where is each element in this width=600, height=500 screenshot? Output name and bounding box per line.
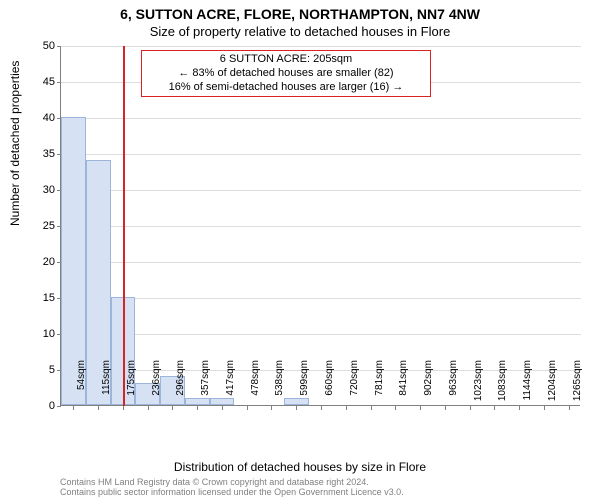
ytick-label: 40: [25, 112, 55, 124]
chart-subtitle: Size of property relative to detached ho…: [0, 24, 600, 39]
gridline: [61, 262, 581, 263]
xtick-mark: [371, 406, 372, 410]
xtick-mark: [148, 406, 149, 410]
annotation-line: 6 SUTTON ACRE: 205sqm: [148, 53, 424, 67]
x-axis-label: Distribution of detached houses by size …: [0, 460, 600, 474]
plot-region: 0510152025303540455054sqm115sqm175sqm236…: [60, 46, 580, 406]
xtick-mark: [247, 406, 248, 410]
xtick-mark: [470, 406, 471, 410]
ytick-label: 20: [25, 256, 55, 268]
xtick-label: 841sqm: [398, 360, 409, 410]
xtick-mark: [197, 406, 198, 410]
xtick-mark: [222, 406, 223, 410]
footer-line1: Contains HM Land Registry data © Crown c…: [60, 477, 369, 487]
gridline: [61, 190, 581, 191]
gridline: [61, 334, 581, 335]
footer-attribution: Contains HM Land Registry data © Crown c…: [60, 478, 404, 498]
xtick-mark: [346, 406, 347, 410]
xtick-mark: [420, 406, 421, 410]
ytick-label: 45: [25, 76, 55, 88]
xtick-mark: [321, 406, 322, 410]
ytick-label: 30: [25, 184, 55, 196]
xtick-mark: [395, 406, 396, 410]
ytick-label: 0: [25, 400, 55, 412]
xtick-label: 781sqm: [374, 360, 385, 410]
xtick-label: 720sqm: [349, 360, 360, 410]
gridline: [61, 118, 581, 119]
annotation-line: ← 83% of detached houses are smaller (82…: [148, 67, 424, 81]
gridline: [61, 298, 581, 299]
xtick-mark: [569, 406, 570, 410]
xtick-mark: [123, 406, 124, 410]
ytick-label: 10: [25, 328, 55, 340]
xtick-label: 660sqm: [324, 360, 335, 410]
chart-area: 0510152025303540455054sqm115sqm175sqm236…: [60, 46, 580, 406]
chart-title: 6, SUTTON ACRE, FLORE, NORTHAMPTON, NN7 …: [0, 6, 600, 22]
xtick-mark: [98, 406, 99, 410]
xtick-label: 1204sqm: [547, 360, 558, 410]
xtick-label: 1023sqm: [473, 360, 484, 410]
gridline: [61, 226, 581, 227]
xtick-mark: [73, 406, 74, 410]
ytick-label: 25: [25, 220, 55, 232]
xtick-label: 1144sqm: [522, 360, 533, 410]
annotation-box: 6 SUTTON ACRE: 205sqm← 83% of detached h…: [141, 50, 431, 97]
ytick-label: 15: [25, 292, 55, 304]
gridline: [61, 46, 581, 47]
xtick-mark: [494, 406, 495, 410]
xtick-mark: [544, 406, 545, 410]
ytick-label: 35: [25, 148, 55, 160]
xtick-label: 963sqm: [448, 360, 459, 410]
xtick-label: 478sqm: [250, 360, 261, 410]
marker-line: [123, 46, 125, 406]
xtick-mark: [172, 406, 173, 410]
ytick-mark: [57, 82, 61, 83]
xtick-label: 902sqm: [423, 360, 434, 410]
annotation-line: 16% of semi-detached houses are larger (…: [148, 81, 424, 95]
ytick-mark: [57, 46, 61, 47]
ytick-mark: [57, 406, 61, 407]
footer-line2: Contains public sector information licen…: [60, 487, 404, 497]
xtick-label: 417sqm: [225, 360, 236, 410]
ytick-label: 5: [25, 364, 55, 376]
xtick-label: 1265sqm: [572, 360, 583, 410]
xtick-label: 599sqm: [299, 360, 310, 410]
xtick-mark: [445, 406, 446, 410]
xtick-mark: [519, 406, 520, 410]
gridline: [61, 154, 581, 155]
xtick-mark: [271, 406, 272, 410]
xtick-mark: [296, 406, 297, 410]
y-axis-label: Number of detached properties: [8, 61, 22, 226]
xtick-label: 1083sqm: [497, 360, 508, 410]
ytick-label: 50: [25, 40, 55, 52]
